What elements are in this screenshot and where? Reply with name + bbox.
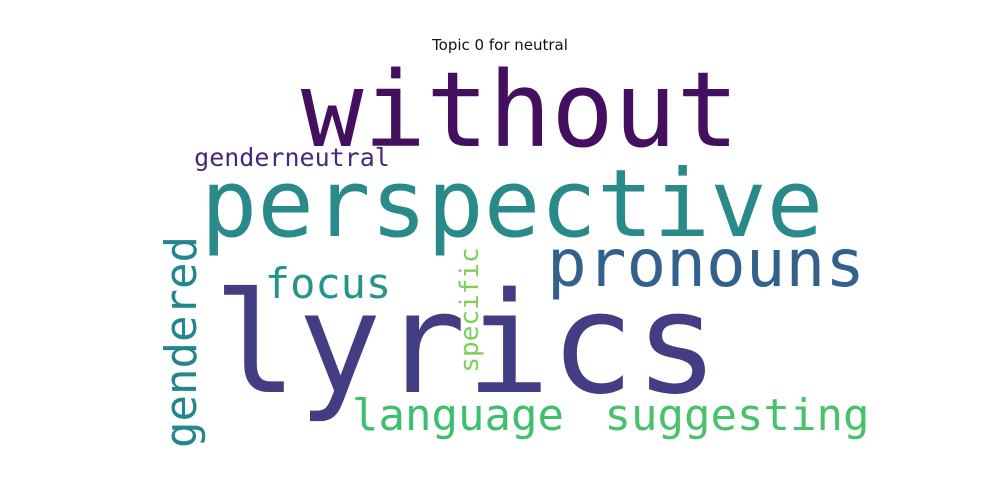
word-perspective: perspective bbox=[201, 150, 824, 259]
word-specific: specific bbox=[455, 247, 485, 372]
word-genderneutral: genderneutral bbox=[194, 143, 390, 172]
word-lyrics: lyrics bbox=[213, 263, 719, 426]
word-language: language bbox=[352, 390, 564, 441]
word-focus: focus bbox=[265, 259, 391, 308]
figure-title: Topic 0 for neutral bbox=[432, 36, 568, 54]
word-suggesting: suggesting bbox=[605, 390, 870, 441]
word-pronouns: pronouns bbox=[547, 225, 865, 302]
word-gendered: gendered bbox=[156, 236, 207, 448]
word-without: without bbox=[301, 49, 739, 171]
